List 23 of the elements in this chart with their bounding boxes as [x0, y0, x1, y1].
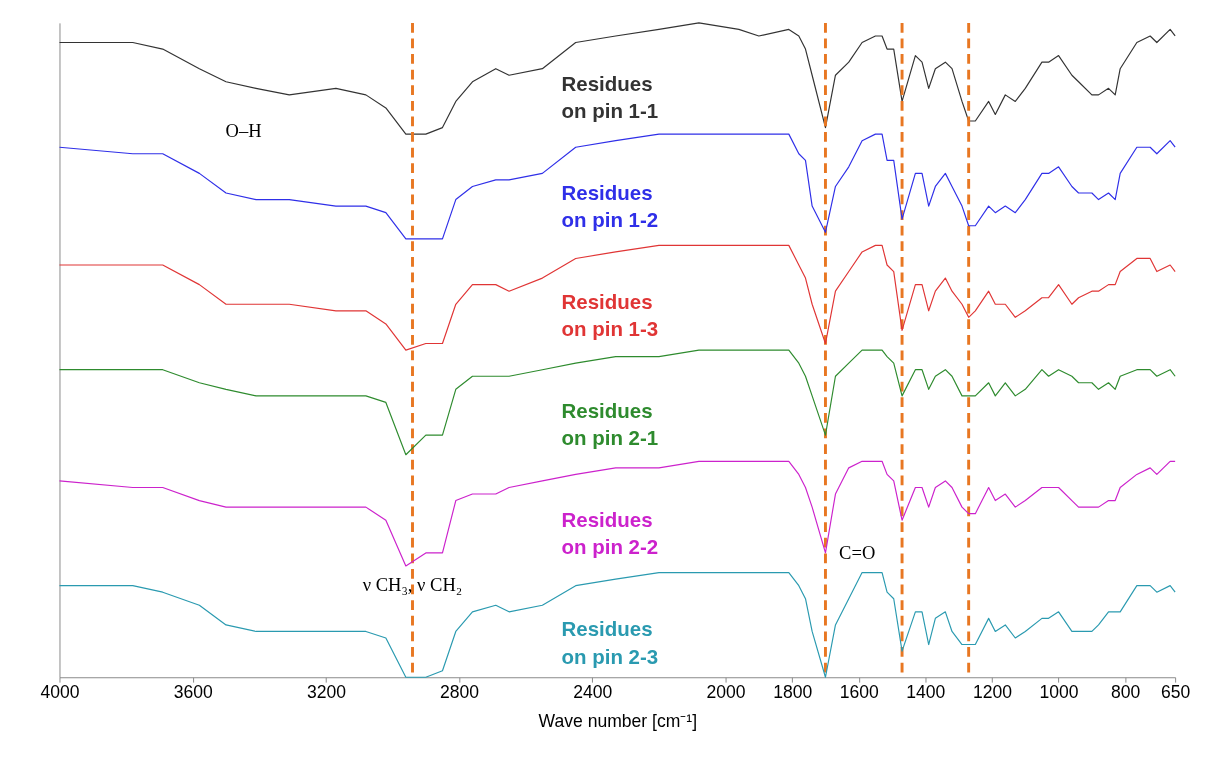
series-label: Residues on pin 1-2: [561, 180, 659, 232]
x-tick-label: 1600: [839, 682, 879, 703]
x-tick-label: 3200: [306, 682, 347, 703]
x-tick-label: 650: [1160, 682, 1191, 703]
x-tick-label: 2400: [573, 682, 613, 703]
annotation: O–H: [225, 119, 262, 141]
x-tick-label: 2000: [706, 682, 746, 703]
series-label: Residues on pin 2-3: [561, 617, 659, 668]
x-tick-label: 2800: [440, 682, 480, 703]
x-axis-title: Wave number [cm⁻¹]: [538, 711, 698, 732]
x-tick-label: 800: [1111, 682, 1141, 703]
x-tick-label: 1000: [1039, 682, 1079, 703]
annotation: C=O: [839, 541, 876, 563]
series-label: Residues on pin 1-3: [561, 290, 659, 341]
series-label: Residues on pin 2-1: [561, 399, 659, 450]
x-tick-label: 1200: [972, 682, 1013, 703]
x-tick-label: 4000: [40, 682, 80, 703]
x-tick-label: 3600: [173, 682, 213, 703]
x-tick-label: 1800: [773, 682, 813, 703]
series-label: Residues on pin 2-2: [561, 508, 659, 559]
x-tick-label: 1400: [906, 682, 946, 703]
annotation: ν CH₃, ν CH₂: [362, 574, 463, 596]
series-label: Residues on pin 1-1: [561, 71, 659, 123]
